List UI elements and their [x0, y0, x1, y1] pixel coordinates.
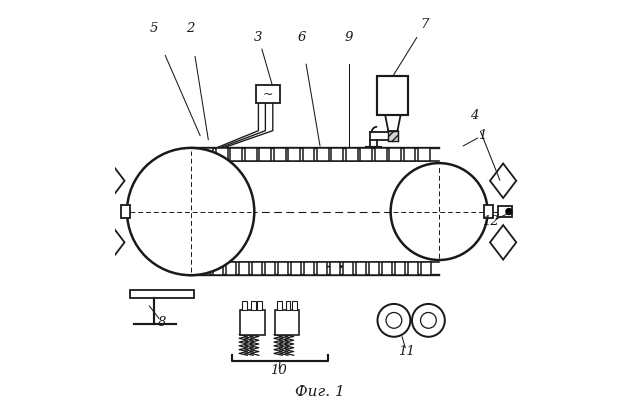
- Bar: [395, 262, 405, 275]
- Bar: [243, 301, 247, 310]
- Bar: [388, 131, 397, 141]
- Bar: [330, 262, 340, 275]
- Text: 4: 4: [470, 109, 478, 122]
- Text: 2: 2: [186, 22, 195, 35]
- Bar: [360, 148, 372, 160]
- Bar: [389, 148, 401, 160]
- Bar: [420, 262, 431, 275]
- Bar: [257, 85, 280, 103]
- Bar: [230, 148, 243, 160]
- Bar: [303, 148, 314, 160]
- Text: 9: 9: [344, 31, 353, 44]
- Bar: [251, 301, 255, 310]
- Text: 11: 11: [398, 345, 415, 358]
- Bar: [257, 301, 262, 310]
- Bar: [240, 310, 264, 335]
- Bar: [274, 148, 285, 160]
- Text: 3: 3: [254, 31, 262, 44]
- Bar: [291, 262, 301, 275]
- Bar: [264, 262, 275, 275]
- Circle shape: [386, 313, 402, 328]
- Text: 1: 1: [478, 129, 486, 142]
- Text: 7: 7: [420, 18, 429, 31]
- Bar: [356, 262, 366, 275]
- Text: 5: 5: [150, 22, 158, 35]
- Bar: [303, 262, 314, 275]
- Text: 6: 6: [298, 31, 306, 44]
- Text: 10: 10: [271, 365, 287, 378]
- Circle shape: [127, 148, 254, 275]
- Bar: [404, 148, 415, 160]
- Bar: [346, 148, 358, 160]
- Bar: [278, 262, 288, 275]
- Circle shape: [390, 163, 488, 260]
- Polygon shape: [490, 225, 516, 260]
- Bar: [252, 262, 262, 275]
- Polygon shape: [99, 225, 125, 260]
- Bar: [378, 76, 408, 115]
- Bar: [212, 262, 223, 275]
- Text: 8: 8: [157, 316, 166, 329]
- Circle shape: [412, 304, 445, 337]
- Bar: [381, 262, 392, 275]
- Bar: [225, 262, 236, 275]
- Bar: [342, 262, 353, 275]
- Bar: [275, 310, 300, 335]
- Bar: [292, 301, 297, 310]
- Bar: [317, 262, 327, 275]
- Text: Фиг. 1: Фиг. 1: [295, 385, 345, 399]
- Bar: [408, 262, 418, 275]
- Bar: [288, 148, 300, 160]
- Bar: [484, 205, 493, 218]
- Bar: [239, 262, 249, 275]
- Bar: [332, 148, 343, 160]
- Bar: [498, 206, 512, 217]
- Polygon shape: [99, 163, 125, 198]
- Bar: [259, 148, 271, 160]
- Circle shape: [378, 304, 410, 337]
- Bar: [369, 262, 380, 275]
- Bar: [374, 148, 387, 160]
- Bar: [216, 148, 228, 160]
- Bar: [121, 205, 131, 218]
- Bar: [131, 290, 194, 298]
- Bar: [285, 301, 291, 310]
- Circle shape: [420, 313, 436, 328]
- Bar: [317, 148, 329, 160]
- Text: 12: 12: [482, 215, 499, 228]
- Circle shape: [505, 208, 513, 215]
- Bar: [200, 262, 210, 275]
- Polygon shape: [490, 163, 516, 198]
- Bar: [277, 301, 282, 310]
- Bar: [245, 148, 257, 160]
- Text: ~: ~: [263, 88, 273, 101]
- Bar: [202, 148, 214, 160]
- Bar: [418, 148, 430, 160]
